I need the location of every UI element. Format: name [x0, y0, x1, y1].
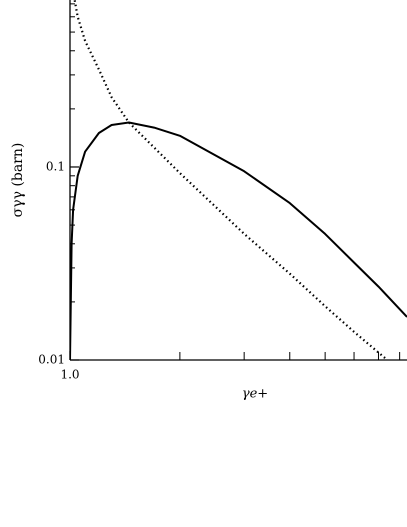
x-tick-label: 1.0 [60, 368, 79, 382]
y-axis-label: σγγ (barn) [10, 143, 26, 218]
x-axis-label: γe+ [242, 387, 268, 402]
y-tick-label: 0.01 [38, 353, 65, 367]
line-series [70, 121, 407, 360]
line-series [73, 0, 389, 360]
plot-area [70, 0, 407, 360]
y-tick-label: 0.1 [46, 159, 65, 173]
